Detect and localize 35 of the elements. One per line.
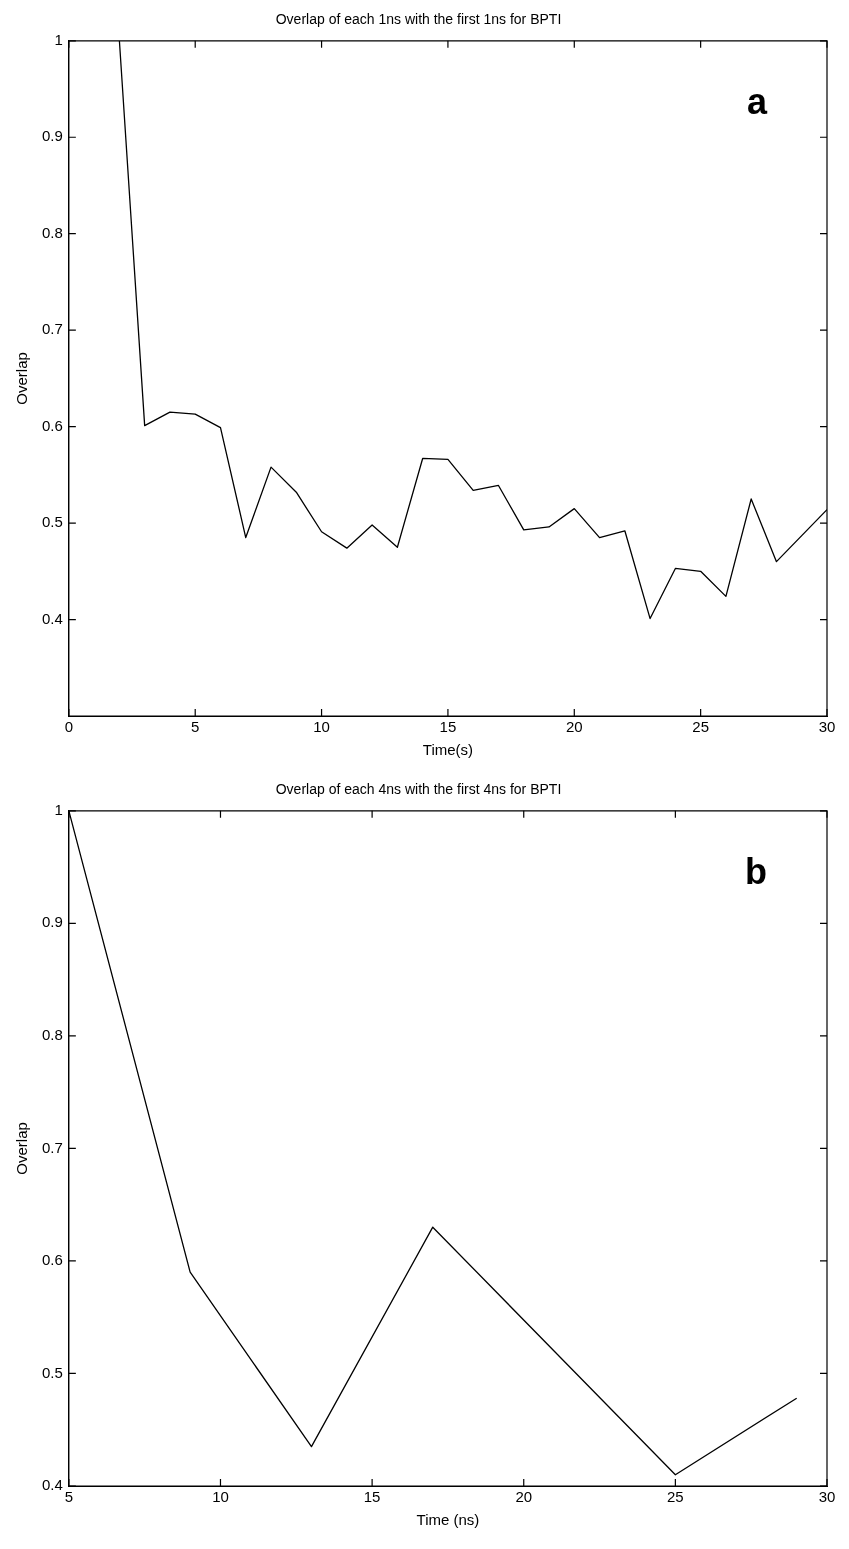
x-tick-label: 10 [212,1488,229,1506]
x-axis-title: Time (ns) [416,1511,480,1529]
x-tick-label: 30 [818,718,836,736]
x-tick-label: 5 [191,718,200,736]
x-tick-label: 25 [667,1488,684,1506]
y-tick-label: 0.8 [41,223,63,241]
x-tick-label: 15 [363,1488,381,1506]
y-tick-label: 0.8 [41,1026,63,1044]
y-tick-label: 0.4 [41,609,63,627]
y-tick-label: 0.9 [41,913,63,931]
annotation: b [745,850,767,892]
y-tick-label: 0.4 [41,1476,63,1494]
x-axis-title: Time(s) [422,741,474,759]
x-tick-label: 20 [515,1488,533,1506]
y-tick-label: 0.6 [41,1251,63,1269]
y-tick-label: 0.5 [41,1363,63,1381]
y-axis-title: Overlap [13,352,31,405]
y-tick-label: 1 [54,800,63,818]
x-tick-label: 15 [439,718,457,736]
y-tick-label: 0.7 [41,320,63,338]
y-axis-title: Overlap [13,1122,31,1175]
chart-title: Overlap of each 4ns with the first 4ns for BPTI [275,781,562,798]
x-tick-label: 30 [818,1488,836,1506]
y-tick-label: 0.5 [41,513,63,531]
x-tick-label: 0 [64,718,74,736]
x-tick-label: 20 [565,718,583,736]
y-tick-label: 0.9 [41,127,63,145]
y-tick-label: 1 [54,30,63,48]
y-tick-label: 0.6 [41,416,63,434]
x-tick-label: 10 [313,718,330,736]
annotation: a [746,80,768,122]
x-tick-label: 5 [64,1488,74,1506]
y-tick-label: 0.7 [41,1138,63,1156]
x-tick-label: 25 [692,718,709,736]
chart-title: Overlap of each 1ns with the first 1ns for BPTI [275,11,562,28]
